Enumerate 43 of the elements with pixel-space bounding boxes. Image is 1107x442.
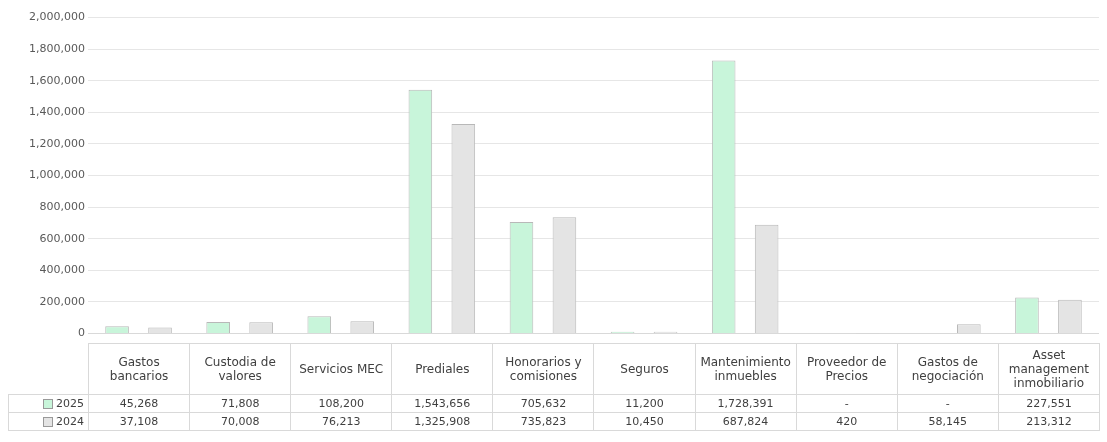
data-label: 71,808 bbox=[189, 394, 291, 413]
y-tick-label: 1,000,000 bbox=[29, 168, 85, 182]
x-tick-label: Seguros bbox=[593, 343, 696, 395]
data-label: 1,543,656 bbox=[391, 394, 493, 413]
data-label: 213,312 bbox=[998, 412, 1100, 431]
data-label: 705,632 bbox=[492, 394, 594, 413]
x-tick-label: Prediales bbox=[391, 343, 493, 395]
x-tick-label: Mantenimiento inmuebles bbox=[695, 343, 797, 395]
data-label: 687,824 bbox=[695, 412, 797, 431]
y-tick-label: 600,000 bbox=[39, 231, 85, 245]
data-label: 70,008 bbox=[189, 412, 291, 431]
text: - bbox=[945, 397, 950, 410]
data-label: 1,325,908 bbox=[391, 412, 493, 431]
text: - bbox=[844, 397, 849, 410]
data-label: 1,728,391 bbox=[695, 394, 797, 413]
x-tick-label: Custodia de valores bbox=[189, 343, 291, 395]
y-tick-label: 200,000 bbox=[39, 294, 85, 308]
y-tick-label: 1,200,000 bbox=[29, 136, 85, 150]
y-tick-label: 400,000 bbox=[39, 263, 85, 277]
data-label: 11,200 bbox=[593, 394, 696, 413]
x-tick-label: Proveedor de Precios bbox=[796, 343, 898, 395]
data-label: 420 bbox=[796, 412, 898, 431]
data-label: 735,823 bbox=[492, 412, 594, 431]
y-tick-label: 1,800,000 bbox=[29, 42, 85, 56]
data-label: 58,145 bbox=[897, 412, 999, 431]
x-tick-label: Honorarios y comisiones bbox=[492, 343, 594, 395]
data-label: 108,200 bbox=[290, 394, 392, 413]
y-tick-label: 1,600,000 bbox=[29, 73, 85, 87]
y-tick-label: 2,000,000 bbox=[29, 10, 85, 24]
data-label: 37,108 bbox=[88, 412, 190, 431]
data-label: 76,213 bbox=[290, 412, 392, 431]
data-label: 227,551 bbox=[998, 394, 1100, 413]
legend-label: 2025 bbox=[8, 394, 89, 413]
y-tick-label: 800,000 bbox=[39, 199, 85, 213]
y-tick-label: 0 bbox=[78, 326, 85, 340]
x-tick-label: Servicios MEC bbox=[290, 343, 392, 395]
legend-label: 2024 bbox=[8, 412, 89, 431]
data-label: 10,450 bbox=[593, 412, 696, 431]
x-tick-label: Gastos bancarios bbox=[88, 343, 190, 395]
x-tick-label: Asset management inmobiliario bbox=[998, 343, 1100, 395]
x-tick-label: Gastos de negociación bbox=[897, 343, 999, 395]
data-label: 45,268 bbox=[88, 394, 190, 413]
y-tick-label: 1,400,000 bbox=[29, 105, 85, 119]
